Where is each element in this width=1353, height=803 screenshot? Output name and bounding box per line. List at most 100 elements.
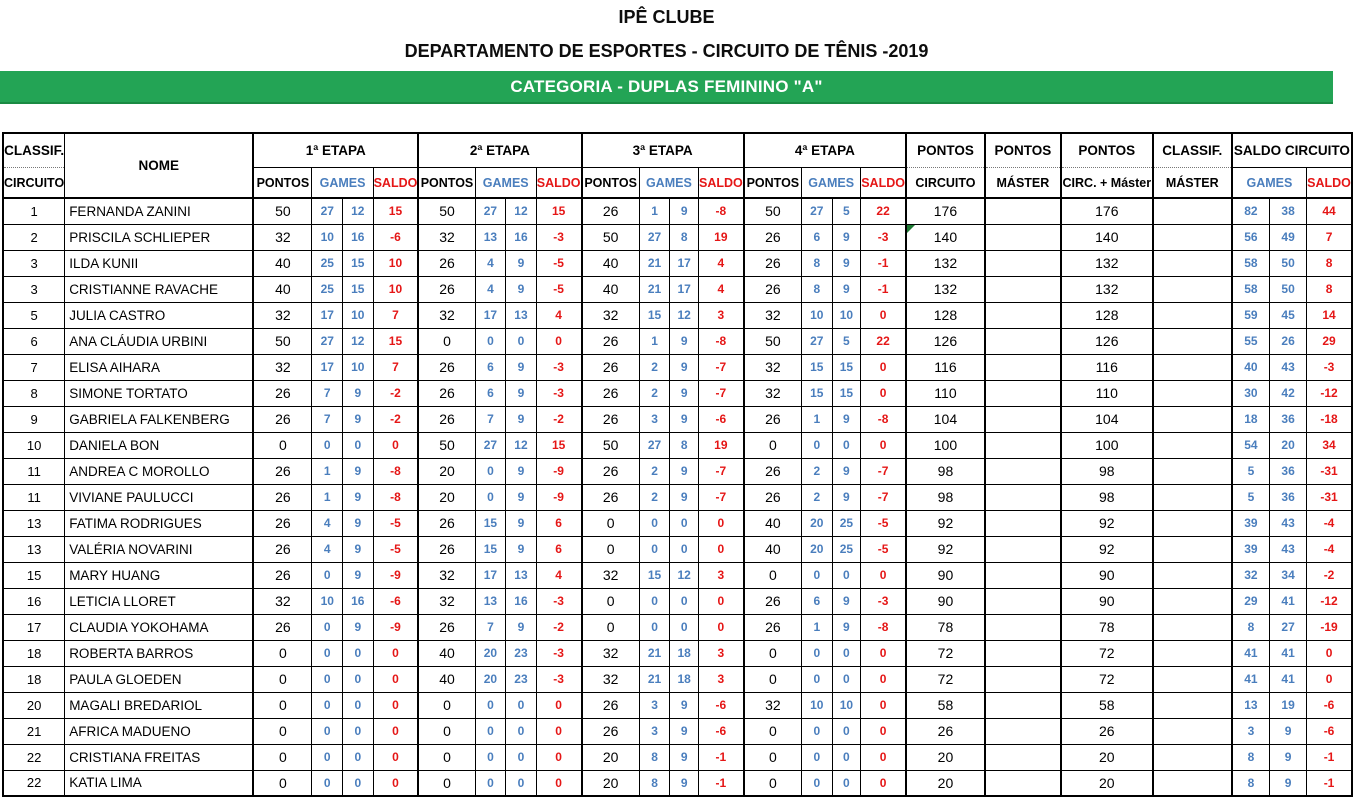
cell-classif-circuito: 21 [2,717,66,745]
header-etapa-4: 4ª ETAPA [742,132,907,168]
cell-pontos-circuito: 104 [904,405,986,433]
cell-etapa1-pontos: 0 [252,431,313,459]
cell-etapa4-saldo: -3 [860,223,907,251]
cell-nome: VALÉRIA NOVARINI [64,535,254,563]
cell-etapa4-saldo: 0 [860,353,907,381]
cell-etapa2-saldo: -2 [535,613,583,641]
cell-etapa2-games-1: 4 [474,249,507,277]
header-e4-pontos: PONTOS [742,167,802,199]
cell-etapa3-saldo: -7 [697,483,745,511]
cell-classif-master [1151,587,1233,615]
cell-saldo-circuito-saldo: -4 [1306,535,1353,563]
cell-etapa2-games-2: 9 [505,535,537,563]
cell-etapa1-saldo: -6 [372,223,419,251]
cell-etapa1-games-1: 4 [311,535,344,563]
cell-classif-circuito: 5 [2,301,66,329]
cell-etapa2-pontos: 0 [417,743,476,771]
cell-etapa4-pontos: 50 [742,327,802,355]
cell-pontos-circ-master: 100 [1059,431,1154,459]
cell-etapa2-games-1: 0 [474,483,507,511]
cell-etapa2-saldo: -9 [535,457,583,485]
cell-etapa4-saldo: 0 [860,431,907,459]
cell-etapa3-games-2: 0 [669,613,699,641]
cell-etapa4-games-1: 0 [801,431,833,459]
cell-etapa4-pontos: 26 [742,587,802,615]
cell-etapa1-games-2: 16 [342,587,374,615]
cell-saldo-circuito-games-2: 38 [1269,197,1308,225]
cell-etapa4-pontos: 32 [742,301,802,329]
cell-etapa4-games-1: 10 [801,691,833,719]
cell-etapa3-games-2: 18 [669,665,699,693]
cell-etapa3-games-2: 9 [669,353,699,381]
cell-pontos-circuito: 98 [904,483,986,511]
cell-etapa1-games-1: 25 [311,275,344,303]
header-sc-saldo: SALDO [1306,167,1353,199]
header-e3-games: GAMES [638,167,699,199]
cell-etapa2-games-1: 0 [474,717,507,745]
cell-etapa3-pontos: 26 [580,691,640,719]
cell-etapa1-games-1: 0 [311,665,344,693]
cell-pontos-circuito: 90 [904,561,986,589]
header-e4-games: GAMES [800,167,862,199]
cell-etapa1-games-2: 0 [342,431,374,459]
cell-etapa2-games-2: 0 [505,327,537,355]
cell-etapa2-games-1: 4 [474,275,507,303]
cell-etapa3-saldo: -6 [697,691,745,719]
cell-etapa3-saldo: 3 [697,301,745,329]
cell-etapa1-pontos: 26 [252,483,313,511]
cell-etapa1-saldo: 0 [372,431,419,459]
header-e2-games: GAMES [474,167,537,199]
cell-etapa2-games-1: 0 [474,691,507,719]
cell-etapa3-games-2: 8 [669,431,699,459]
cell-classif-circuito: 2 [2,223,66,251]
cell-classif-circuito: 13 [2,509,66,537]
cell-etapa2-games-2: 9 [505,509,537,537]
table-body: 1 FERNANDA ZANINI 50 27 12 15 50 27 12 15 26 1 9 -8 50… [2,197,1353,797]
cell-etapa4-games-1: 6 [801,587,833,615]
cell-etapa3-pontos: 0 [580,509,640,537]
cell-etapa2-saldo: -3 [535,223,583,251]
cell-etapa1-games-2: 9 [342,535,374,563]
cell-etapa3-games-1: 2 [638,353,671,381]
cell-etapa3-games-1: 21 [638,665,671,693]
cell-etapa2-saldo: -3 [535,639,583,667]
cell-etapa4-games-1: 0 [801,639,833,667]
cell-nome: PRISCILA SCHLIEPER [64,223,254,251]
cell-etapa1-games-1: 17 [311,353,344,381]
cell-saldo-circuito-games-2: 19 [1269,691,1308,719]
cell-classif-master [1151,717,1233,745]
header-pontos-circ-master-line1: PONTOS [1059,132,1154,168]
cell-pontos-circ-master: 58 [1059,691,1154,719]
cell-etapa1-games-2: 16 [342,223,374,251]
cell-pontos-circ-master: 72 [1059,639,1154,667]
cell-classif-master [1151,483,1233,511]
cell-etapa2-games-1: 20 [474,665,507,693]
cell-nome: PAULA GLOEDEN [64,665,254,693]
cell-saldo-circuito-games-2: 43 [1269,353,1308,381]
header-e3-saldo: SALDO [697,167,745,199]
cell-etapa3-saldo: 3 [697,665,745,693]
department-title: DEPARTAMENTO DE ESPORTES - CIRCUITO DE T… [404,41,929,61]
cell-nome: SIMONE TORTATO [64,379,254,407]
category-banner-label: CATEGORIA - DUPLAS FEMININO "A" [510,76,823,96]
cell-etapa1-games-2: 0 [342,717,374,745]
cell-etapa3-games-1: 1 [638,327,671,355]
cell-etapa1-saldo: 10 [372,249,419,277]
cell-nome: ANDREA C MOROLLO [64,457,254,485]
cell-etapa3-games-2: 12 [669,561,699,589]
cell-pontos-master [983,535,1062,563]
cell-etapa4-pontos: 0 [742,431,802,459]
cell-etapa2-pontos: 26 [417,353,476,381]
cell-etapa4-games-2: 9 [831,457,862,485]
table-row: 15 MARY HUANG 26 0 9 -9 32 17 13 4 32 15 12 3 0 0 0 0 90 90… [2,561,1353,589]
cell-pontos-master [983,743,1062,771]
cell-saldo-circuito-games-1: 39 [1230,535,1271,563]
cell-saldo-circuito-games-2: 9 [1269,743,1308,771]
cell-etapa4-games-1: 2 [801,457,833,485]
cell-etapa2-games-1: 17 [474,301,507,329]
cell-pontos-circuito: 110 [904,379,986,407]
cell-pontos-circ-master: 132 [1059,275,1154,303]
cell-etapa3-games-1: 15 [638,561,671,589]
header-e2-pontos: PONTOS [417,167,476,199]
cell-etapa3-games-1: 0 [638,613,671,641]
